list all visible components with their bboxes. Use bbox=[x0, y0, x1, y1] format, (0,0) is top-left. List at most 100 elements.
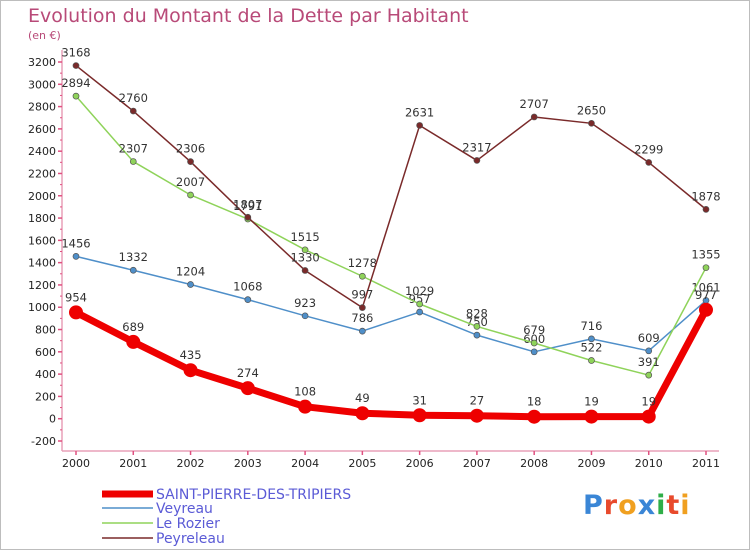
data-label: 2317 bbox=[462, 140, 491, 154]
data-point bbox=[187, 191, 194, 199]
series-line bbox=[75, 64, 707, 309]
data-label: 977 bbox=[695, 288, 717, 302]
data-point bbox=[244, 296, 252, 304]
y-unit-label: (en €) bbox=[28, 29, 61, 42]
data-point bbox=[469, 408, 484, 423]
data-point bbox=[588, 357, 595, 364]
y-tick-label: 600 bbox=[35, 346, 56, 359]
series-line bbox=[74, 308, 710, 421]
series-veyreau: 1456 1332 1204 1068 923 786 957 750 600 716 609 106… bbox=[61, 236, 721, 356]
legend-label: Veyreau bbox=[156, 501, 213, 517]
data-point bbox=[129, 266, 137, 274]
data-label: 31 bbox=[412, 393, 427, 407]
y-tick-label: 2600 bbox=[28, 123, 56, 136]
data-point bbox=[416, 122, 423, 129]
series-saint-pierre-des-tripiers: 954 689 435 274 108 49 31 27 18 19 19 977 bbox=[65, 288, 717, 424]
data-label: 108 bbox=[294, 385, 316, 399]
y-tick-label: 1200 bbox=[28, 279, 56, 292]
data-point bbox=[126, 334, 141, 349]
data-point bbox=[183, 363, 198, 378]
data-label: 786 bbox=[351, 311, 373, 325]
data-label: 716 bbox=[580, 319, 602, 333]
data-point bbox=[530, 339, 538, 347]
data-point bbox=[298, 399, 313, 414]
chart-title: Evolution du Montant de la Dette par Hab… bbox=[28, 5, 469, 27]
data-point bbox=[301, 246, 309, 254]
logo-letter: i bbox=[680, 490, 691, 521]
data-point bbox=[584, 409, 599, 424]
data-label: 274 bbox=[237, 366, 259, 380]
data-label: 2306 bbox=[176, 142, 205, 156]
data-point bbox=[187, 158, 194, 166]
legend-label: Peyreleau bbox=[156, 531, 225, 547]
y-tick-label: 3000 bbox=[28, 78, 56, 91]
data-label: 2707 bbox=[520, 97, 549, 111]
data-label: 1204 bbox=[176, 264, 205, 278]
legend-label: Le Rozier bbox=[156, 516, 220, 532]
x-tick-label: 2008 bbox=[520, 457, 548, 470]
logo-letter: o bbox=[618, 490, 638, 521]
data-point bbox=[702, 264, 710, 272]
data-point bbox=[645, 371, 653, 379]
data-point bbox=[129, 107, 137, 115]
y-tick-label: 2400 bbox=[28, 145, 56, 158]
data-label: 1061 bbox=[691, 280, 720, 294]
data-point bbox=[355, 406, 370, 421]
data-point bbox=[301, 267, 309, 274]
data-point bbox=[641, 409, 656, 424]
data-point bbox=[702, 206, 710, 213]
x-tick-label: 2002 bbox=[177, 457, 205, 470]
data-label: 27 bbox=[470, 394, 485, 408]
data-point bbox=[244, 213, 252, 221]
data-point bbox=[301, 312, 309, 320]
y-tick-label: -200 bbox=[31, 435, 56, 448]
data-point bbox=[416, 300, 423, 308]
data-point bbox=[187, 281, 194, 288]
y-tick-label: 2200 bbox=[28, 167, 56, 180]
data-label: 689 bbox=[122, 320, 144, 334]
data-point bbox=[530, 113, 538, 121]
x-tick-label: 2004 bbox=[291, 457, 319, 470]
logo-letter: x bbox=[637, 490, 657, 521]
data-point bbox=[473, 157, 481, 164]
logo-letter: i bbox=[656, 490, 667, 521]
data-point bbox=[645, 347, 653, 355]
logo-letter: t bbox=[666, 490, 681, 521]
data-label: 1515 bbox=[290, 230, 319, 244]
data-label: 609 bbox=[638, 331, 660, 345]
data-label: 923 bbox=[294, 296, 316, 310]
data-point bbox=[530, 348, 538, 356]
data-label: 49 bbox=[355, 391, 370, 405]
proxiti-logo: Proxiti bbox=[583, 490, 691, 521]
y-tick-label: 2000 bbox=[28, 190, 56, 203]
data-label: 997 bbox=[351, 288, 373, 302]
data-point bbox=[359, 327, 366, 335]
y-tick-label: 200 bbox=[35, 390, 56, 403]
data-label: 2299 bbox=[634, 142, 663, 156]
data-label: 435 bbox=[180, 348, 202, 362]
logo-letter: P bbox=[583, 490, 604, 521]
y-tick-label: 3200 bbox=[28, 56, 56, 69]
data-label: 19 bbox=[584, 395, 599, 409]
data-label: 522 bbox=[580, 341, 602, 355]
data-point bbox=[412, 408, 427, 423]
data-label: 1807 bbox=[233, 197, 262, 211]
data-point bbox=[72, 253, 80, 260]
logo-letter: r bbox=[603, 490, 619, 521]
y-tick-label: 0 bbox=[49, 413, 56, 426]
data-label: 1456 bbox=[61, 236, 90, 250]
y-tick-label: 1600 bbox=[28, 234, 56, 247]
data-point bbox=[473, 331, 481, 339]
y-tick-label: 400 bbox=[35, 368, 56, 381]
data-label: 18 bbox=[527, 395, 542, 409]
data-label: 1278 bbox=[348, 256, 377, 270]
data-label: 957 bbox=[409, 292, 431, 306]
data-label: 750 bbox=[466, 315, 488, 329]
data-label: 679 bbox=[523, 323, 545, 337]
data-point bbox=[588, 119, 595, 127]
data-label: 1878 bbox=[691, 189, 720, 203]
data-label: 19 bbox=[641, 395, 656, 409]
x-tick-label: 2010 bbox=[635, 457, 663, 470]
data-label: 1355 bbox=[691, 248, 720, 262]
series-peyreleau: 3168 2760 2306 1807 1330 997 2631 2317 2707 2650 2… bbox=[61, 46, 721, 311]
